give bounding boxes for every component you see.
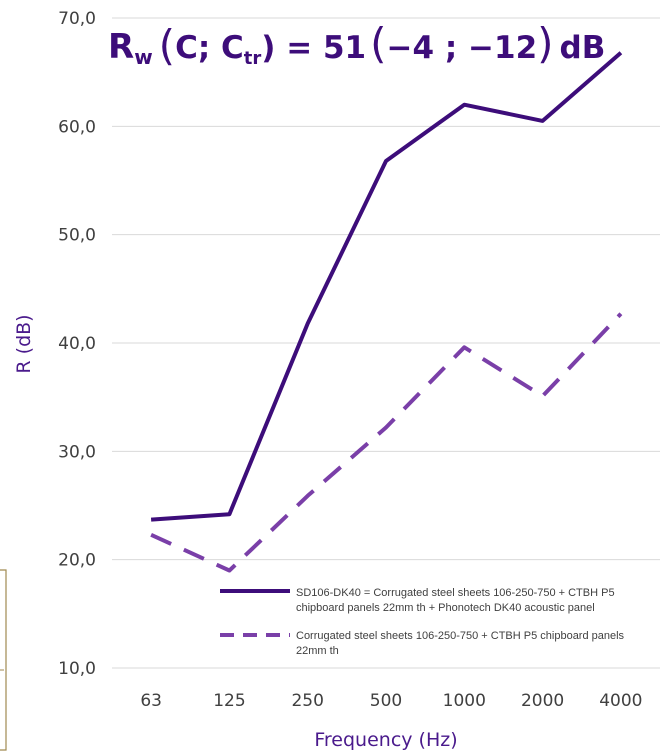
y-tick-label: 10,0 [58,659,96,679]
rw-title-c: C; C [175,30,244,66]
rw-title: Rw (C; Ctr) = 51(−4 ; −12) dB [108,19,605,70]
x-tick-label: 125 [213,691,245,711]
grid-lines [112,17,660,669]
y-tick-label: 70,0 [58,9,96,29]
series-line-dashed [150,312,623,573]
rw-title-open: ( [159,21,175,70]
rw-title-rest: ) = 51 [261,30,366,66]
legend: SD106-DK40 = Corrugated steel sheets 106… [220,587,625,657]
left-frame-fragment [0,569,7,751]
legend-entry-1-line-1: SD106-DK40 = Corrugated steel sheets 106… [296,587,615,599]
x-tick-label: 250 [291,691,323,711]
rw-title-w: w [134,45,152,69]
y-axis-ticks: 10,0 20,0 30,0 40,0 50,0 60,0 70,0 [58,9,96,679]
rw-title-r: R [108,27,134,67]
rw-title-close2: ) [537,19,553,68]
y-tick-label: 40,0 [58,334,96,354]
legend-entry-2-line-1: Corrugated steel sheets 106-250-750 + CT… [296,630,625,642]
legend-entry-1-line-2: chipboard panels 22mm th + Phonotech DK4… [296,602,595,614]
rw-title-unit: dB [560,30,606,66]
x-tick-label: 2000 [521,691,564,711]
x-tick-label: 4000 [599,691,642,711]
series-line-solid [150,51,623,522]
y-axis-label: R (dB) [13,314,35,373]
rw-title-vals: −4 ; −12 [387,30,538,66]
x-axis-label: Frequency (Hz) [314,729,457,751]
x-axis-ticks: 63 125 250 500 1000 2000 4000 [140,691,642,711]
y-tick-label: 20,0 [58,551,96,571]
y-tick-label: 60,0 [58,117,96,137]
x-tick-label: 500 [370,691,402,711]
legend-entry-2-line-2: 22mm th [296,645,339,657]
y-tick-label: 50,0 [58,226,96,246]
rw-title-open2: ( [370,19,386,68]
x-tick-label: 63 [140,691,162,711]
rw-title-tr: tr [244,48,262,69]
series-group [150,51,623,573]
x-tick-label: 1000 [443,691,486,711]
y-tick-label: 30,0 [58,442,96,462]
